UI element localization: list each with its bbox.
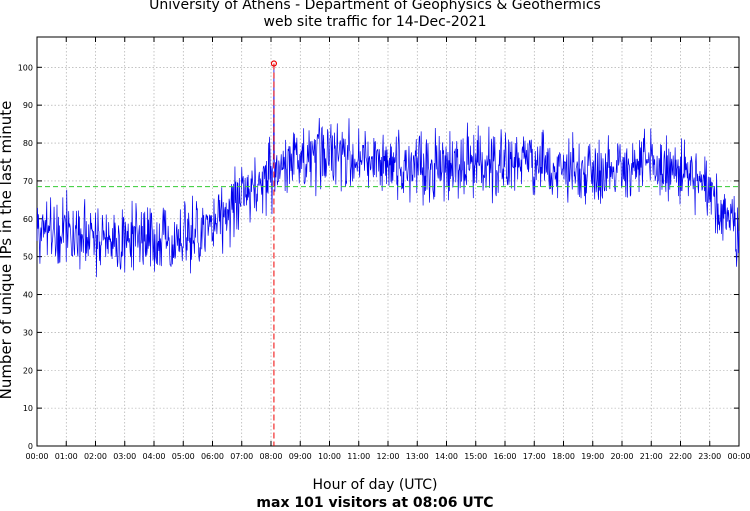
x-tick-label: 06:00 xyxy=(201,452,224,461)
x-axis-label: Hour of day (UTC) xyxy=(312,477,438,493)
x-tick-label: 15:00 xyxy=(464,452,487,461)
x-tick-label: 09:00 xyxy=(289,452,312,461)
x-tick-label: 02:00 xyxy=(84,452,107,461)
max-point-marker xyxy=(270,60,278,67)
chart-subtitle: web site traffic for 14-Dec-2021 xyxy=(263,14,487,30)
y-tick-label: 0 xyxy=(28,442,33,451)
x-tick-label: 21:00 xyxy=(640,452,663,461)
max-visitors-note: max 101 visitors at 08:06 UTC xyxy=(256,495,494,511)
y-tick-label: 20 xyxy=(23,366,33,375)
y-tick-label: 60 xyxy=(23,215,33,224)
x-tick-label: 08:00 xyxy=(259,452,282,461)
y-tick-label: 100 xyxy=(18,63,33,72)
x-tick-label: 16:00 xyxy=(493,452,516,461)
x-tick-label: 22:00 xyxy=(669,452,692,461)
y-tick-label: 40 xyxy=(23,291,33,300)
x-tick-label: 10:00 xyxy=(318,452,341,461)
x-tick-label: 11:00 xyxy=(347,452,370,461)
x-tick-label: 13:00 xyxy=(406,452,429,461)
x-tick-label: 03:00 xyxy=(113,452,136,461)
x-tick-label: 19:00 xyxy=(581,452,604,461)
x-tick-label: 23:00 xyxy=(698,452,721,461)
y-tick-label: 70 xyxy=(23,177,33,186)
chart-title: University of Athens - Department of Geo… xyxy=(149,0,601,13)
x-tick-label: 00:00 xyxy=(25,452,48,461)
x-tick-label: 00:00 xyxy=(727,452,750,461)
x-tick-label: 14:00 xyxy=(435,452,458,461)
y-tick-label: 10 xyxy=(23,404,33,413)
x-tick-label: 05:00 xyxy=(172,452,195,461)
y-tick-label: 80 xyxy=(23,139,33,148)
x-tick-label: 18:00 xyxy=(552,452,575,461)
x-tick-label: 04:00 xyxy=(142,452,165,461)
x-tick-label: 01:00 xyxy=(55,452,78,461)
x-tick-label: 17:00 xyxy=(523,452,546,461)
x-tick-label: 20:00 xyxy=(610,452,633,461)
y-tick-label: 30 xyxy=(23,328,33,337)
y-tick-label: 50 xyxy=(23,253,33,262)
y-tick-label: 90 xyxy=(23,101,33,110)
y-axis-label: Number of unique IPs in the last minute xyxy=(0,100,15,400)
x-tick-label: 12:00 xyxy=(376,452,399,461)
x-tick-label: 07:00 xyxy=(230,452,253,461)
